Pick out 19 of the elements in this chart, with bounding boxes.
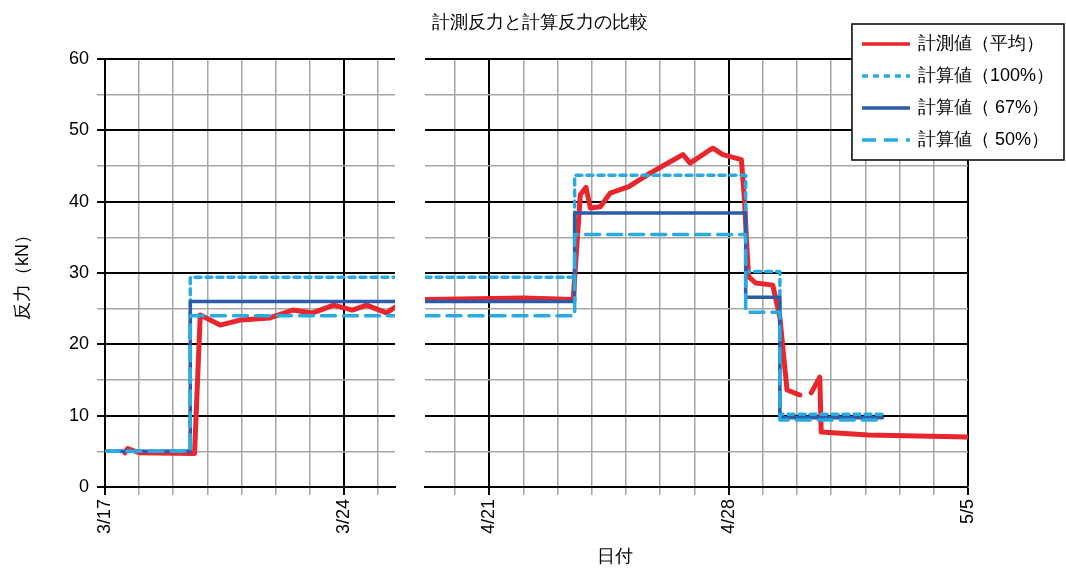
x-axis-title: 日付 [597, 545, 633, 568]
y-axis-title: 反力（kN） [11, 226, 32, 320]
x-tick-label: 3/24 [332, 499, 353, 535]
x-tick-label: 4/21 [478, 499, 499, 535]
legend-label: 計測値（平均） [917, 32, 1044, 53]
legend-label: 計算値（100%） [917, 64, 1055, 85]
legend-label: 計算値（ 67%） [917, 96, 1049, 117]
y-tick-label: 20 [68, 333, 89, 354]
y-tick-label: 60 [68, 47, 89, 68]
y-tick-label: 50 [68, 119, 89, 140]
y-tick-label: 0 [78, 475, 89, 496]
y-tick-label: 30 [68, 261, 89, 282]
x-tick-label: 4/28 [717, 499, 738, 535]
chart-title: 計測反力と計算反力の比較 [432, 11, 648, 34]
y-tick-label: 40 [68, 190, 89, 211]
y-tick-label: 10 [68, 404, 89, 425]
x-tick-label: 5/5 [956, 499, 977, 525]
legend-label: 計算値（ 50%） [917, 128, 1049, 149]
x-tick-label: 3/17 [93, 499, 114, 535]
